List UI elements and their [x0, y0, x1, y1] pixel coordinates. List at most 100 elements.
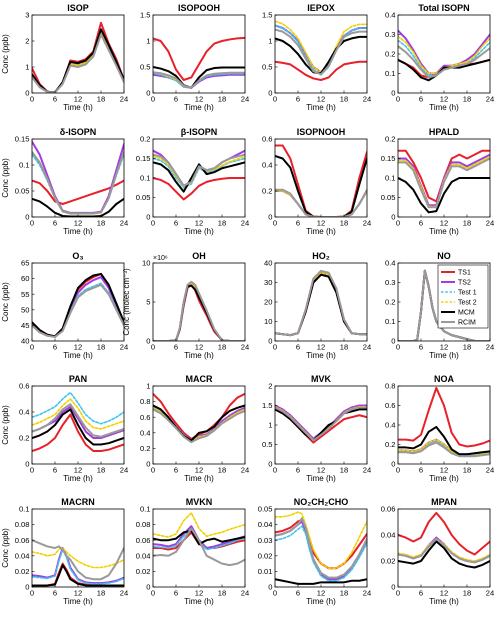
y-tick-label: 50	[21, 305, 29, 314]
y-tick-label: 40	[21, 337, 29, 346]
x-tick-label: 12	[440, 219, 448, 228]
series-lines	[275, 144, 367, 217]
series-line-mcm	[275, 578, 367, 585]
y-tick-label: 0.01	[258, 567, 273, 576]
y-tick-label: 0.4	[19, 408, 30, 417]
panel-19: NO₂CH₂CHO 0 6 12 18 24 0 0.01 0.02 0.03 0.04 0.05 Ti…	[258, 497, 372, 606]
y-tick-label: 0	[25, 583, 29, 592]
plot-frame	[152, 385, 246, 465]
x-tick-label: 6	[419, 589, 423, 598]
y-tick-label: 0	[25, 460, 29, 469]
y-tick-label: 0.1	[385, 317, 396, 326]
x-tick-label: 24	[241, 219, 249, 228]
x-tick-label: 6	[53, 95, 57, 104]
x-tick-label: 12	[440, 466, 448, 475]
y-tick-label: 0.3	[385, 278, 396, 287]
series-line-ts1	[32, 21, 124, 93]
panel-8: HPALD 0 6 12 18 24 0 0.05 0.1 0.15 0.2 Time (h)	[381, 127, 495, 236]
series-lines	[398, 386, 490, 458]
panel-title: IEPOX	[307, 3, 335, 13]
series-line-rcim	[153, 153, 245, 187]
x-tick-label: 24	[120, 219, 128, 228]
panel-2: ISOPOOH 0 6 12 18 24 0 0.5 1 1.5 Time (h)	[140, 3, 249, 112]
y-tick-label: 0.06	[136, 536, 151, 545]
y-tick-label: 0	[25, 213, 29, 222]
y-tick-label: 0.4	[140, 428, 151, 437]
series-line-mcm	[398, 425, 490, 456]
panel-title: O₃	[72, 251, 83, 261]
x-tick-label: 0	[273, 466, 277, 475]
x-axis-label: Time (h)	[63, 227, 93, 236]
x-tick-label: 24	[120, 95, 128, 104]
panel-title: δ-ISOPN	[60, 127, 96, 137]
x-tick-label: 24	[363, 589, 371, 598]
y-tick-label: 45	[21, 321, 29, 330]
series-lines	[32, 272, 124, 338]
x-axis-label: Time (h)	[184, 597, 214, 606]
y-tick-label: 0.4	[385, 259, 396, 268]
series-lines	[32, 140, 124, 217]
series-lines	[398, 269, 490, 341]
x-tick-label: 12	[440, 95, 448, 104]
y-tick-label: 0	[391, 89, 395, 98]
x-tick-label: 6	[174, 589, 178, 598]
x-tick-label: 18	[463, 219, 471, 228]
series-line-ts1	[153, 392, 245, 441]
x-axis-label: Time (h)	[63, 103, 93, 112]
y-tick-label: 65	[21, 259, 29, 268]
y-tick-label: 0.15	[381, 154, 396, 163]
series-lines	[398, 149, 490, 214]
x-axis-label: Time (h)	[63, 351, 93, 360]
x-tick-label: 12	[195, 95, 203, 104]
x-axis-label: Time (h)	[429, 227, 459, 236]
x-tick-label: 6	[419, 466, 423, 475]
x-tick-label: 6	[53, 219, 57, 228]
panel-title: ISOPOOH	[178, 3, 220, 13]
x-tick-label: 6	[174, 466, 178, 475]
y-axis-label: Conc (molec cm⁻³)	[122, 268, 131, 336]
panel-10: OH 0 6 12 18 24 0 5 10 Time (h) Conc (molec cm⁻³) ×…	[122, 251, 249, 360]
y-tick-label: 0.6	[385, 401, 396, 410]
panel-15: MVK 0 6 12 18 24 0 0.5 1 1.5 2 Time (h)	[262, 374, 371, 483]
legend-label: MCM	[458, 309, 475, 316]
x-tick-label: 0	[396, 466, 400, 475]
x-axis-label: Time (h)	[306, 474, 336, 483]
y-tick-label: 55	[21, 290, 29, 299]
y-tick-label: 0.06	[15, 536, 30, 545]
series-line-rcim	[32, 283, 124, 338]
x-tick-label: 0	[273, 589, 277, 598]
y-tick-label: 0.5	[140, 63, 151, 72]
panel-title: MPAN	[431, 497, 457, 507]
series-line-mcm	[275, 154, 367, 217]
series-line-mcm	[153, 161, 245, 193]
y-tick-label: 0.3	[385, 30, 396, 39]
x-axis-label: Time (h)	[429, 103, 459, 112]
y-tick-label: 0	[268, 583, 272, 592]
panel-title: ISOP	[67, 3, 89, 13]
x-tick-label: 24	[486, 343, 494, 352]
x-tick-label: 12	[195, 466, 203, 475]
y-tick-label: 0.06	[381, 505, 396, 514]
y-tick-label: 0.1	[140, 174, 151, 183]
y-tick-label: 0.02	[258, 551, 273, 560]
y-tick-label: 0.05	[258, 505, 273, 514]
series-line-test-1	[275, 525, 367, 582]
y-tick-label: 0.04	[136, 551, 151, 560]
y-tick-label: 1	[25, 63, 29, 72]
x-tick-label: 0	[30, 343, 34, 352]
series-line-rcim	[153, 71, 245, 89]
panel-14: MACR 0 6 12 18 24 0 0.2 0.4 0.6 0.8 1 Time (h)	[140, 374, 249, 483]
y-tick-label: 0	[391, 337, 395, 346]
series-line-test-2	[153, 512, 245, 538]
series-line-ts2	[275, 271, 367, 337]
panel-title: PAN	[69, 374, 87, 384]
x-tick-label: 6	[419, 343, 423, 352]
y-tick-label: 0.2	[19, 434, 30, 443]
y-tick-label: 0	[268, 460, 272, 469]
y-multiplier-label: ×10⁶	[153, 255, 168, 262]
x-tick-label: 24	[486, 95, 494, 104]
x-tick-label: 24	[241, 343, 249, 352]
y-tick-label: 0	[146, 583, 150, 592]
panel-title: MACRN	[61, 497, 95, 507]
